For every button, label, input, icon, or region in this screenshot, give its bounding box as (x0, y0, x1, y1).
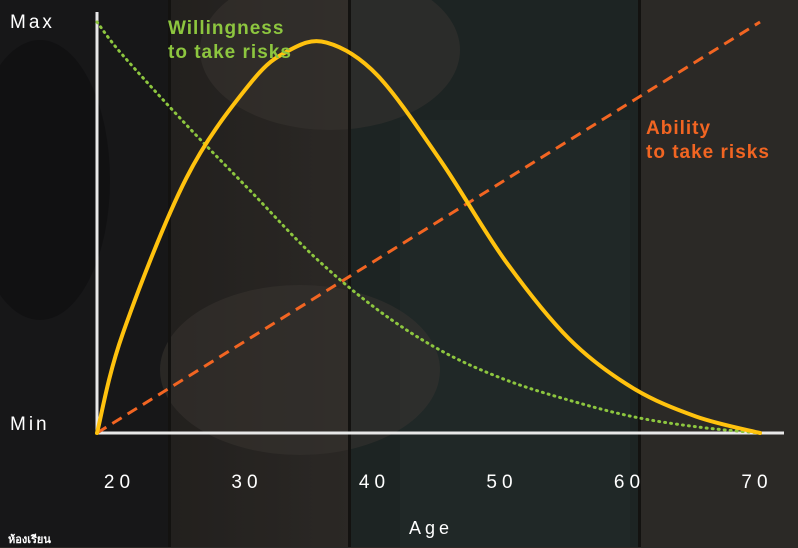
x-tick-label: 70 (741, 472, 772, 493)
x-tick-label: 50 (486, 472, 517, 493)
axes (95, 12, 784, 435)
ability-annotation: Ability to take risks (646, 117, 770, 165)
x-tick-labels: 20 30 40 50 60 70 (104, 472, 772, 493)
risk-curve-line (95, 39, 762, 435)
willingness-annotation-line-2: to take risks (168, 42, 292, 63)
x-axis-label: Age (409, 518, 454, 538)
watermark-logo: ห้องเรียน (8, 533, 51, 546)
willingness-annotation-line-1: Willingness (168, 18, 285, 39)
ability-annotation-line-2: to take risks (646, 142, 770, 163)
y-tick-label-max: Max (10, 12, 55, 33)
shoe-bottom (160, 285, 440, 455)
series-layer (95, 20, 762, 435)
willingness-line (95, 20, 762, 435)
ability-annotation-line-1: Ability (646, 118, 712, 139)
x-tick-label: 60 (614, 472, 645, 493)
x-tick-label: 40 (359, 472, 390, 493)
willingness-annotation: Willingness to take risks (168, 17, 292, 65)
x-tick-label: 30 (231, 472, 262, 493)
x-tick-label: 20 (104, 472, 135, 493)
ability-line (96, 20, 761, 435)
y-tick-label-min: Min (10, 414, 50, 435)
